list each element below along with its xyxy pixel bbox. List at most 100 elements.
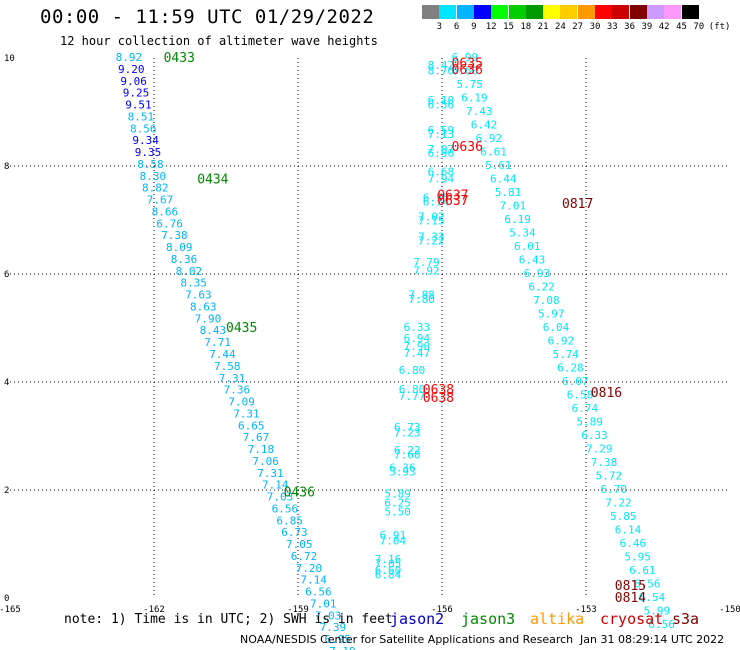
colorbar-label: 15 (503, 22, 514, 32)
jason3-swh-point: 8.36 (171, 253, 198, 266)
jason3-swh-point: 8.43 (200, 324, 227, 337)
jason3-swh-point: 8.02 (176, 265, 203, 278)
jason3-swh-point: 8.35 (180, 277, 207, 290)
cryosat-swh-point: 7.60 (394, 448, 421, 461)
colorbar-label: 36 (624, 22, 636, 32)
jason3-swh-point: 7.14 (262, 479, 289, 492)
cryosat-swh-point: 7.90 (404, 340, 431, 353)
s3a-swh-point: 6.54 (639, 591, 666, 604)
colorbar-label: 70 (693, 22, 705, 32)
jason3-swh-point: 7.38 (161, 229, 188, 242)
colorbar-label: 45 (676, 22, 687, 32)
s3a-swh-point: 6.22 (528, 281, 555, 294)
s3a-swh-point: 6.61 (480, 146, 507, 159)
colorbar-label: 42 (658, 22, 670, 32)
cryosat-swh-point: 8.76 (428, 65, 455, 78)
colorbar-swatch (422, 5, 439, 19)
colorbar-label: 3 (436, 22, 442, 32)
jason3-swh-point: 7.03 (315, 609, 342, 622)
jason3-swh-point: 7.01 (310, 597, 337, 610)
generated-timestamp: Jan 31 08:29:14 UTC 2022 (580, 633, 725, 646)
cryosat-swh-point: 6.59 (428, 124, 455, 137)
track-time-label: 0435 (226, 321, 257, 336)
s3a-swh-point: 6.19 (461, 92, 488, 105)
colorbar-swatch (560, 5, 578, 19)
s3a-swh-point: 6.92 (548, 335, 575, 348)
cryosat-swh-point: 7.92 (413, 264, 440, 277)
y-tick-label: 4 (4, 378, 9, 388)
jason3-swh-point: 9.20 (118, 63, 145, 76)
x-tick-label: -165 (0, 605, 21, 615)
cryosat-swh-point: 6.74 (423, 196, 450, 209)
colorbar-swatch (491, 5, 509, 19)
cryosat-swh-point: 7.16 (375, 553, 402, 566)
cryosat-swh-point: 7.80 (408, 293, 435, 306)
s3a-swh-point: 5.72 (596, 470, 623, 483)
jason3-swh-point: 7.36 (224, 384, 251, 397)
colorbar-swatch (456, 5, 474, 19)
s3a-swh-point: 6.14 (615, 524, 642, 537)
cryosat-swh-point: 7.77 (399, 390, 426, 403)
s3a-swh-point: 6.43 (519, 254, 546, 267)
jason3-swh-point: 7.31 (257, 467, 284, 480)
cryosat-swh-point: 7.33 (418, 230, 445, 243)
s3a-swh-point: 5.74 (552, 348, 579, 361)
jason3-swh-point: 6.56 (272, 502, 299, 515)
track-time-label: 0434 (197, 173, 228, 188)
s3a-swh-point: 6.56 (648, 618, 675, 631)
cryosat-swh-point: 7.02 (418, 210, 445, 223)
s3a-swh-point: 7.08 (533, 294, 560, 307)
s3a-swh-point: 6.28 (557, 362, 584, 375)
y-tick-label: 2 (4, 486, 9, 496)
cryosat-swh-point: 7.07 (428, 143, 455, 156)
jason3-swh-point: 7.31 (233, 407, 260, 420)
jason3-swh-point: 7.63 (185, 289, 212, 302)
s3a-swh-point: 7.22 (605, 497, 632, 510)
y-tick-label: 0 (4, 594, 9, 604)
colorbar-swatch (664, 5, 682, 19)
x-tick-label: -156 (431, 605, 453, 615)
legend-cryosat: cryosat (600, 610, 664, 628)
track-time-label: 0638 (423, 391, 454, 406)
jason3-swh-point: 8.51 (128, 110, 155, 123)
y-tick-label: 10 (4, 54, 15, 64)
s3a-swh-point: 6.61 (629, 564, 656, 577)
s3a-swh-point: 6.70 (600, 483, 627, 496)
y-tick-label: 8 (4, 162, 9, 172)
cryosat-swh-point: 6.68 (428, 165, 455, 178)
jason3-swh-point: 9.35 (135, 146, 162, 159)
s3a-swh-point: 5.95 (624, 551, 651, 564)
s3a-swh-point: 6.74 (572, 402, 599, 415)
colorbar-swatch (473, 5, 491, 19)
legend-jason3: jason3 (461, 610, 516, 628)
jason3-swh-point: 6.85 (276, 514, 303, 527)
jason3-swh-point: 8.30 (140, 170, 167, 183)
cryosat-swh-point: 7.94 (428, 173, 455, 186)
cryosat-swh-point: 7.22 (418, 235, 445, 248)
s3a-swh-point: 6.04 (543, 321, 570, 334)
jason3-swh-point: 7.05 (286, 538, 313, 551)
track-time-label: 0436 (284, 486, 315, 501)
s3a-swh-point: 6.44 (490, 173, 517, 186)
colorbar-swatch (612, 5, 630, 19)
jason3-swh-point: 6.56 (305, 586, 332, 599)
colorbar-swatch (508, 5, 526, 19)
s3a-swh-point: 5.34 (509, 227, 536, 240)
cryosat-swh-point: 6.56 (428, 99, 455, 112)
colorbar-swatch (595, 5, 612, 19)
colorbar-label: 27 (572, 22, 584, 32)
s3a-swh-point: 5.97 (538, 308, 565, 321)
jason3-swh-point: 8.56 (130, 122, 157, 135)
track-time-label: 0815 (615, 579, 646, 594)
track-time-label: 0636 (452, 63, 483, 78)
cryosat-swh-point: 7.04 (380, 534, 407, 547)
track-time-label: 0814 (615, 591, 646, 606)
jason3-swh-point: 8.92 (116, 51, 143, 64)
jason3-swh-point: 9.25 (123, 87, 150, 100)
x-tick-label: -162 (143, 605, 165, 615)
s3a-swh-point: 6.60 (452, 65, 479, 78)
colorbar-label: 6 (453, 22, 460, 32)
jason3-swh-point: 7.90 (195, 312, 222, 325)
cryosat-swh-point: 6.80 (399, 383, 426, 396)
track-time-label: 0638 (423, 383, 454, 398)
